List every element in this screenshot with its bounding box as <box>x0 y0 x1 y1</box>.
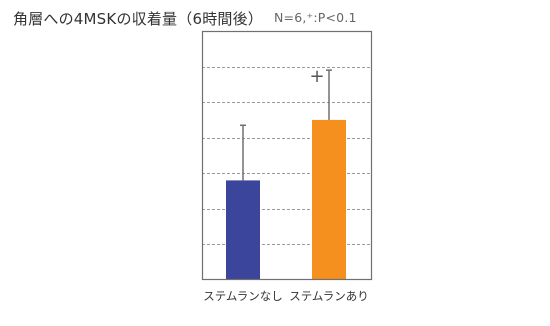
category-label-1: ステムランなし <box>203 289 283 303</box>
plot-frame <box>201 30 373 281</box>
chart-title: 角層への4MSKの収着量（6時間後） <box>13 10 263 28</box>
bar-2 <box>312 119 346 280</box>
chart-subtitle: N=6,⁺:P<0.1 <box>274 10 357 25</box>
bar-1 <box>226 180 260 280</box>
significance-mark: + <box>309 66 324 87</box>
category-label-2: ステムランあり <box>289 289 369 303</box>
